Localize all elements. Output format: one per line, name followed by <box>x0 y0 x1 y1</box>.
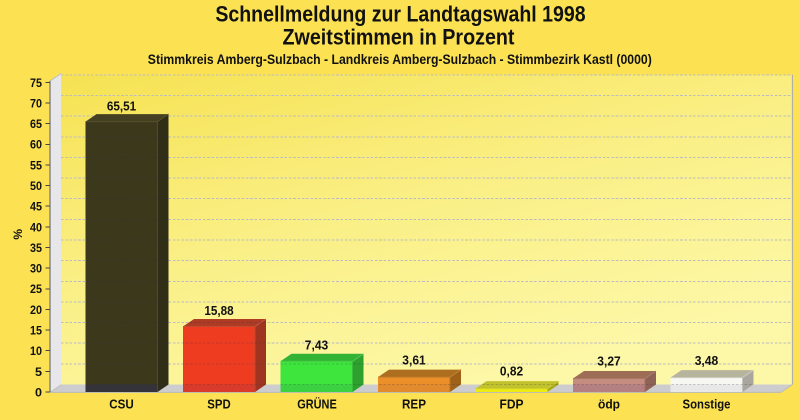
svg-text:35: 35 <box>30 241 42 255</box>
svg-text:%: % <box>11 229 25 240</box>
svg-text:40: 40 <box>30 220 42 234</box>
svg-text:30: 30 <box>30 262 42 276</box>
svg-text:REP: REP <box>402 397 426 412</box>
svg-text:GRÜNE: GRÜNE <box>297 397 337 412</box>
svg-text:FDP: FDP <box>500 397 524 412</box>
svg-text:25: 25 <box>30 282 42 296</box>
svg-text:7,43: 7,43 <box>305 338 328 353</box>
svg-text:60: 60 <box>30 138 42 152</box>
svg-text:45: 45 <box>30 200 42 214</box>
svg-text:Schnellmeldung zur Landtagswah: Schnellmeldung zur Landtagswahl 1998 <box>215 2 585 27</box>
svg-text:Zweitstimmen in Prozent: Zweitstimmen in Prozent <box>283 25 515 50</box>
svg-text:Sonstige: Sonstige <box>683 397 731 412</box>
svg-text:3,61: 3,61 <box>402 352 425 367</box>
svg-text:20: 20 <box>30 303 42 317</box>
svg-text:50: 50 <box>30 179 42 193</box>
svg-text:70: 70 <box>30 96 42 110</box>
svg-text:3,27: 3,27 <box>597 354 620 369</box>
svg-text:65: 65 <box>30 117 42 131</box>
svg-text:CSU: CSU <box>109 397 134 412</box>
svg-text:0: 0 <box>35 385 42 399</box>
svg-text:55: 55 <box>30 158 42 172</box>
svg-text:0,82: 0,82 <box>500 364 523 379</box>
svg-text:Stimmkreis Amberg-Sulzbach - L: Stimmkreis Amberg-Sulzbach - Landkreis A… <box>148 51 652 67</box>
svg-text:ödp: ödp <box>598 397 620 412</box>
svg-text:SPD: SPD <box>207 397 230 412</box>
svg-text:15: 15 <box>30 324 42 338</box>
svg-text:65,51: 65,51 <box>107 98 136 113</box>
svg-text:5: 5 <box>35 365 42 379</box>
svg-text:75: 75 <box>30 76 42 90</box>
svg-text:3,48: 3,48 <box>695 353 719 368</box>
svg-text:10: 10 <box>30 344 42 358</box>
svg-text:15,88: 15,88 <box>204 303 233 318</box>
